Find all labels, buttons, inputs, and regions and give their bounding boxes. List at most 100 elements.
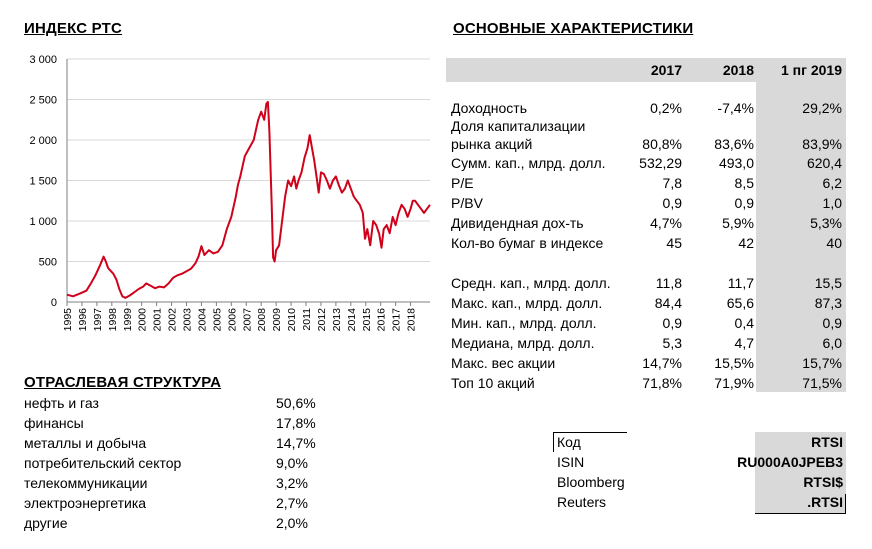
y-tick-label: 0: [51, 297, 57, 309]
table-header-row: 2017 2018 1 пг 2019: [446, 58, 846, 78]
table-row-pbv: P/BV 0,9 0,9 1,0: [446, 193, 846, 213]
row-value-2017: 7,8: [662, 175, 682, 191]
sector-name: металлы и добыча: [24, 435, 147, 451]
row-value-2019: 71,5%: [802, 375, 842, 391]
row-value-2019: 620,4: [806, 155, 842, 171]
sector-share: 9,0%: [276, 455, 308, 471]
row-label: Средн. кап., млрд. долл.: [451, 275, 611, 291]
row-value-2018: 8,5: [734, 175, 754, 191]
row-value-2017: 0,2%: [650, 100, 682, 116]
x-tick-label: 1997: [92, 308, 104, 332]
column-header-h1-2019: 1 пг 2019: [781, 62, 842, 78]
sector-share: 50,6%: [276, 395, 316, 411]
column-header-2017: 2017: [650, 62, 682, 78]
x-tick-label: 2009: [271, 308, 283, 332]
y-tick-label: 1 500: [29, 176, 57, 188]
row-label: Кол-во бумаг в индексе: [451, 235, 604, 251]
row-value-2019: 40: [826, 235, 842, 251]
table-row-max-cap: Макс. кап., млрд. долл. 84,4 65,6 87,3: [446, 293, 846, 313]
row-value-2018: 15,5%: [714, 355, 754, 371]
row-label: P/BV: [451, 195, 483, 211]
row-value-2018: 4,7: [734, 335, 754, 351]
row-value-2017: 0,9: [662, 195, 682, 211]
codes-value-column-shade: [755, 432, 846, 514]
row-value-2017: 532,29: [639, 155, 682, 171]
table-row: ISIN RU000A0JPEB3: [553, 452, 846, 472]
code-name: ISIN: [557, 454, 585, 470]
row-value-2017: 71,8%: [642, 375, 682, 391]
x-tick-label: 2011: [301, 308, 313, 331]
x-tick-label: 1998: [107, 308, 119, 332]
column-header-2018: 2018: [722, 62, 754, 78]
sector-name: потребительский сектор: [24, 455, 182, 471]
table-border: [845, 494, 846, 514]
row-label: Мин. кап., млрд. долл.: [451, 315, 597, 331]
row-value-2017: 0,9: [662, 315, 682, 331]
x-tick-label: 1999: [122, 308, 134, 332]
list-item: потребительский сектор 9,0%: [24, 453, 344, 473]
main-characteristics-title: ОСНОВНЫЕ ХАРАКТЕРИСТИКИ: [453, 20, 694, 37]
code-value: RTSI: [811, 434, 843, 450]
row-value-2019: 0,9: [822, 315, 842, 331]
x-tick-label: 2005: [211, 308, 223, 332]
sector-name: электроэнергетика: [24, 495, 147, 511]
x-tick-label: 2001: [152, 308, 164, 332]
row-value-2019: 6,2: [822, 175, 842, 191]
table-row-constituents: Кол-во бумаг в индексе 45 42 40: [446, 233, 846, 253]
list-item: телекоммуникации 3,2%: [24, 473, 344, 493]
chart-title: ИНДЕКС РТС: [24, 20, 123, 37]
row-label: Дивидендная дох-ть: [451, 215, 584, 231]
x-axis-tick-labels: 1995 1996 1997 1998 1999 2000 2001 2002 2003 2004…: [62, 302, 418, 331]
table-row-return: Доходность 0,2% -7,4% 29,2%: [446, 98, 846, 118]
row-value-2018: 42: [738, 235, 754, 251]
row-value-2017: 45: [666, 235, 682, 251]
table-row-total-cap: Сумм. кап., млрд. долл. 532,29 493,0 620…: [446, 153, 846, 173]
y-tick-label: 2 500: [29, 95, 57, 107]
table-row-avg-cap: Средн. кап., млрд. долл. 11,8 11,7 15,5: [446, 273, 846, 293]
x-tick-label: 2010: [286, 308, 298, 332]
sector-structure-title: ОТРАСЛЕВАЯ СТРУКТУРА: [24, 374, 222, 391]
table-row-pe: P/E 7,8 8,5 6,2: [446, 173, 846, 193]
x-tick-label: 2008: [256, 308, 268, 332]
x-tick-label: 2016: [376, 308, 388, 332]
row-value-2017: 5,3: [662, 335, 682, 351]
table-row-median: Медиана, млрд. долл. 5,3 4,7 6,0: [446, 333, 846, 353]
sector-name: другие: [24, 515, 68, 531]
row-value-2018: 0,9: [734, 195, 754, 211]
row-value-2017: 84,4: [654, 295, 682, 311]
x-tick-label: 1995: [62, 308, 74, 332]
y-tick-label: 500: [39, 257, 57, 269]
y-axis-tick-labels: 0 500 1 000 1 500 2 000 2 500 3 000: [29, 54, 57, 309]
list-item: металлы и добыча 14,7%: [24, 433, 344, 453]
x-tick-label: 2013: [331, 308, 343, 332]
code-name: Reuters: [557, 494, 607, 510]
x-tick-label: 2006: [226, 308, 238, 332]
sector-share: 3,2%: [276, 475, 308, 491]
chart-gridlines: [67, 58, 430, 262]
row-value-2017: 11,8: [655, 275, 682, 291]
x-tick-label: 1996: [77, 308, 89, 332]
code-name: Код: [557, 434, 581, 450]
sector-share: 2,0%: [276, 515, 308, 531]
row-value-2019: 87,3: [814, 295, 842, 311]
row-value-2018: 11,7: [727, 275, 754, 291]
row-value-2018: 493,0: [718, 155, 754, 171]
table-row: Reuters .RTSI: [553, 492, 846, 512]
row-value-2017: 14,7%: [642, 355, 682, 371]
row-label: P/E: [451, 175, 474, 191]
x-tick-label: 2018: [406, 308, 418, 332]
row-value-2018: 0,4: [734, 315, 754, 331]
chart-series: [66, 100, 431, 299]
x-tick-label: 2003: [182, 308, 194, 332]
code-value: .RTSI: [807, 494, 843, 510]
row-value-2019: 83,9%: [802, 136, 842, 152]
list-item: электроэнергетика 2,7%: [24, 493, 344, 513]
sector-share: 2,7%: [276, 495, 308, 511]
row-label: Сумм. кап., млрд. долл.: [451, 155, 606, 171]
row-label: Доходность: [451, 100, 527, 116]
table-row: Код RTSI: [553, 432, 846, 452]
sector-name: финансы: [24, 415, 84, 431]
row-value-2018: -7,4%: [717, 100, 754, 116]
row-value-2018: 71,9%: [714, 375, 754, 391]
